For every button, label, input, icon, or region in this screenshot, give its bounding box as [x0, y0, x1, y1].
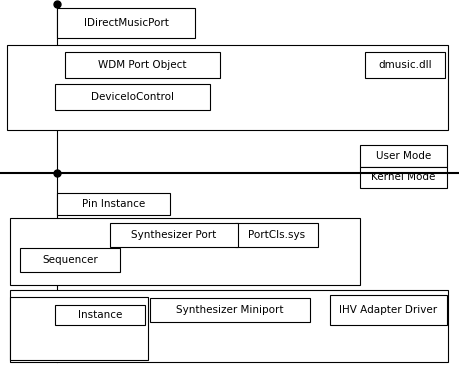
Bar [10, 297, 148, 360]
Text: DeviceIoControl: DeviceIoControl [91, 92, 174, 102]
Text: Kernel Mode: Kernel Mode [371, 172, 436, 182]
Text: dmusic.dll: dmusic.dll [378, 60, 432, 70]
Bar [57, 193, 170, 215]
Bar [365, 52, 445, 78]
Bar [57, 8, 195, 38]
Bar [65, 52, 220, 78]
Bar [110, 223, 238, 247]
Text: Synthesizer Port: Synthesizer Port [131, 230, 217, 240]
Bar [330, 295, 447, 325]
Text: Pin Instance: Pin Instance [82, 199, 145, 209]
Bar [235, 223, 318, 247]
Text: User Mode: User Mode [376, 151, 431, 161]
Text: Sequencer: Sequencer [42, 255, 98, 265]
Bar [55, 84, 210, 110]
Text: IHV Adapter Driver: IHV Adapter Driver [340, 305, 437, 315]
Bar [55, 305, 145, 325]
Bar [20, 248, 120, 272]
Bar [7, 45, 448, 130]
Bar [150, 298, 310, 322]
Bar [360, 145, 447, 167]
Text: Instance: Instance [78, 310, 122, 320]
Text: WDM Port Object: WDM Port Object [98, 60, 187, 70]
Bar [10, 290, 448, 362]
Text: Synthesizer Miniport: Synthesizer Miniport [176, 305, 284, 315]
Text: PortCls.sys: PortCls.sys [248, 230, 305, 240]
Bar [360, 167, 447, 188]
Bar [10, 218, 360, 285]
Text: IDirectMusicPort: IDirectMusicPort [84, 18, 168, 28]
